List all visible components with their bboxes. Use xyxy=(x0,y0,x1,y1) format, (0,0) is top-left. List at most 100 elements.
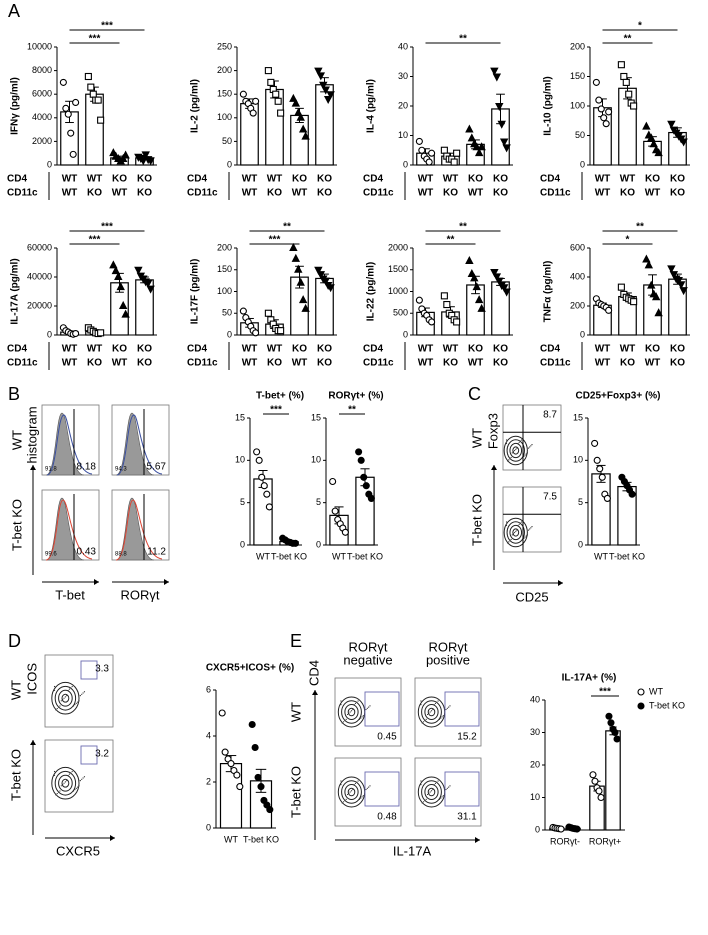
data-point xyxy=(630,102,638,110)
data-point xyxy=(294,264,303,273)
data-point xyxy=(87,83,95,91)
significance-label: *** xyxy=(101,21,113,32)
data-point xyxy=(316,72,326,81)
event-dot xyxy=(421,802,423,804)
x-axis-label: IL-17A xyxy=(393,843,432,858)
category-label: WT xyxy=(595,174,611,185)
data-point xyxy=(274,97,282,105)
event-dot xyxy=(428,792,430,794)
gate-value: 5.67 xyxy=(147,462,167,473)
corner-value: 88.8 xyxy=(115,552,127,558)
data-point xyxy=(62,104,70,112)
category-label: KO xyxy=(670,174,685,185)
data-point xyxy=(146,157,155,166)
gate-value: 3.2 xyxy=(95,749,109,760)
event-dot xyxy=(429,711,431,713)
row-label: CD11c xyxy=(363,188,394,199)
event-dot xyxy=(59,705,61,707)
row-label: CD4 xyxy=(540,344,560,355)
column-label: RORγt xyxy=(349,639,388,654)
data-point xyxy=(667,120,676,129)
y-tick-label: 40 xyxy=(530,694,540,704)
event-dot xyxy=(72,790,75,792)
data-point xyxy=(613,735,621,743)
data-point xyxy=(647,133,656,142)
row-label: CD11c xyxy=(540,358,571,369)
histogram-line xyxy=(115,499,163,561)
data-point xyxy=(258,473,266,481)
y-tick-label: 200 xyxy=(217,242,232,252)
event-dot xyxy=(67,689,69,692)
event-dot xyxy=(78,700,80,702)
data-point xyxy=(253,448,261,456)
category-label: RORγt- xyxy=(550,836,580,846)
gate xyxy=(444,771,480,807)
event-dot xyxy=(368,706,370,708)
category-label: WT xyxy=(256,551,270,561)
data-point xyxy=(114,271,123,280)
y-axis-label: IL-17F (pg/ml) xyxy=(190,259,201,325)
data-point xyxy=(674,276,683,285)
data-point xyxy=(248,720,256,729)
event-dot xyxy=(422,721,425,723)
category-label: WT xyxy=(645,358,661,369)
y-tick-label: 4000 xyxy=(32,112,52,122)
histogram-fill xyxy=(45,412,85,476)
data-point xyxy=(272,90,280,98)
data-point xyxy=(592,78,600,86)
panel-label: A xyxy=(8,1,20,21)
event-dot xyxy=(68,773,71,775)
y-tick-label: 50 xyxy=(222,136,232,146)
arrow-head xyxy=(94,579,99,585)
contour xyxy=(347,707,356,717)
data-point xyxy=(341,528,349,536)
category-label: WT xyxy=(595,344,611,355)
data-point xyxy=(252,97,260,105)
data-point xyxy=(298,295,308,304)
data-point xyxy=(499,284,509,293)
event-dot xyxy=(66,695,68,697)
contour xyxy=(58,689,73,707)
event-dot xyxy=(509,540,511,542)
y-tick-label: 0 xyxy=(47,329,52,339)
y-tick-label: 10 xyxy=(311,455,321,465)
contour xyxy=(421,780,442,804)
y-tick-label: 0 xyxy=(316,539,321,549)
data-point xyxy=(465,255,474,265)
data-point xyxy=(597,793,605,802)
data-point xyxy=(557,825,565,833)
contour xyxy=(341,780,362,804)
event-dot xyxy=(514,531,516,534)
category-label: WT xyxy=(62,344,78,355)
data-point xyxy=(644,260,654,269)
data-point xyxy=(418,146,426,154)
event-dot xyxy=(340,704,342,706)
event-dot xyxy=(74,704,76,706)
bar xyxy=(605,730,621,831)
category-label: KO xyxy=(292,174,307,185)
plot-frame xyxy=(41,404,100,476)
data-point xyxy=(467,133,477,142)
event-dot xyxy=(434,702,437,705)
data-point xyxy=(591,777,599,785)
data-point xyxy=(605,306,613,314)
event-dot xyxy=(366,707,368,709)
data-point xyxy=(611,728,619,737)
event-dot xyxy=(433,784,435,786)
data-point xyxy=(267,78,275,86)
event-dot xyxy=(63,697,65,699)
arrow-head xyxy=(110,835,115,841)
event-dot xyxy=(70,772,72,774)
event-dot xyxy=(77,701,79,703)
data-point xyxy=(415,296,423,304)
significance-label: ** xyxy=(447,235,455,246)
data-point xyxy=(227,760,235,768)
y-axis-label: IL-4 (pg/ml) xyxy=(366,79,377,133)
event-dot xyxy=(53,685,56,688)
category-label: KO xyxy=(670,344,685,355)
y-tick-label: 150 xyxy=(217,264,232,274)
event-dot xyxy=(519,440,522,442)
event-dot xyxy=(75,787,77,789)
row-label: CD4 xyxy=(7,174,27,185)
plot-frame xyxy=(414,677,482,747)
